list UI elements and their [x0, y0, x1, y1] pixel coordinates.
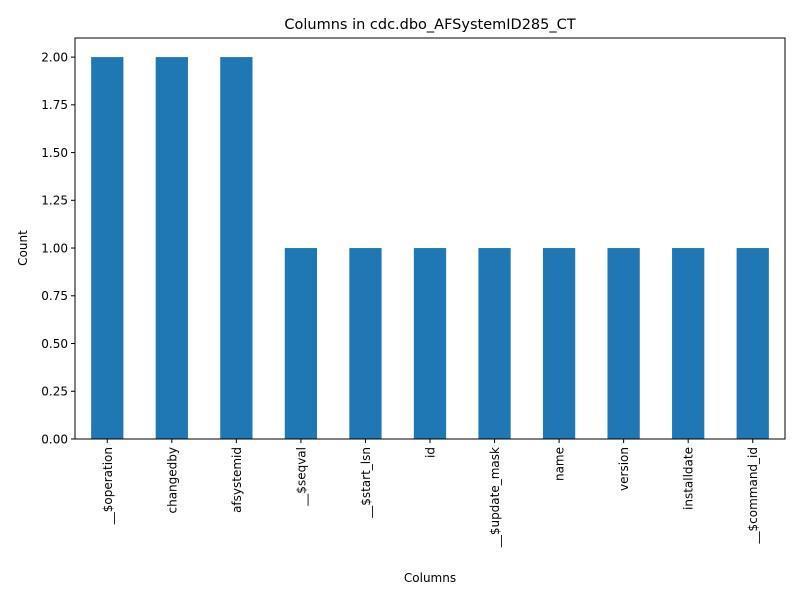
y-tick-label: 2.00 [41, 50, 68, 64]
x-tick-label: __$start_lsn [359, 447, 373, 519]
x-axis-title: Columns [404, 571, 456, 585]
y-tick-label: 1.50 [41, 146, 68, 160]
x-tick-label: version [617, 447, 631, 491]
x-tick-label: name [553, 447, 567, 481]
bar-7 [542, 248, 576, 439]
plot-area: 0.00 0.25 0.50 0.75 1.00 1.25 1.50 1.75 2.00 __$o… [41, 37, 786, 548]
y-tick-label: 1.00 [41, 241, 68, 255]
bar-6 [478, 248, 511, 439]
y-tick-label: 0.75 [41, 289, 68, 303]
y-tick-label: 1.25 [41, 194, 68, 208]
chart-title: Columns in cdc.dbo_AFSystemID285_CT [284, 17, 575, 33]
bar-5 [413, 248, 447, 439]
y-tick-label: 0.50 [41, 337, 68, 351]
y-axis-title: Count [16, 230, 30, 266]
bar-1 [155, 57, 188, 439]
bar-9 [672, 248, 705, 439]
x-tick-label: __$operation [101, 447, 115, 525]
plot-frame [74, 37, 786, 440]
x-tick-label: __$command_id [746, 447, 760, 544]
bar-8 [607, 248, 640, 439]
x-tick-label: id [424, 447, 438, 458]
bar-0 [91, 57, 124, 439]
bar-2 [220, 57, 253, 439]
bar-4 [349, 248, 382, 439]
x-tick-label: __$update_mask [488, 447, 502, 548]
y-tick-label: 0.25 [41, 385, 68, 399]
y-tick-label: 0.00 [41, 432, 68, 446]
bar-10 [736, 248, 769, 439]
x-tick-label: afsystemid [230, 447, 244, 513]
x-tick-label: installdate [682, 447, 696, 510]
x-tick-label: __$seqval [294, 447, 308, 507]
y-tick-label: 1.75 [41, 98, 68, 112]
x-tick-label: changedby [165, 447, 179, 514]
bar-3 [284, 248, 318, 439]
